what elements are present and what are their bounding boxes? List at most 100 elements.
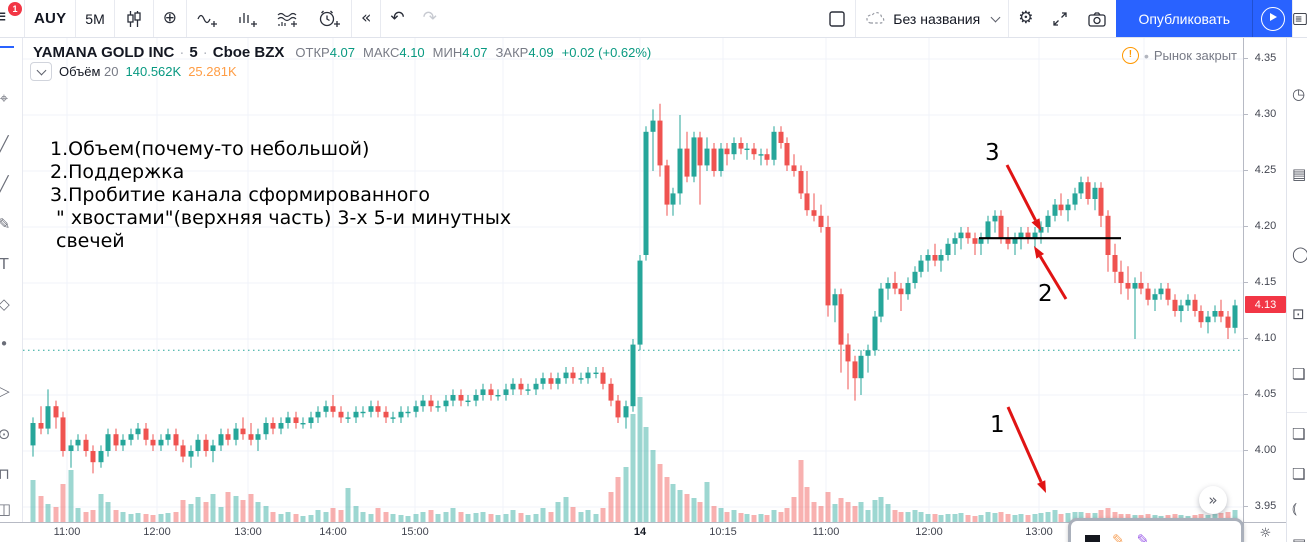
time-axis[interactable]: 11:00 12:00 13:00 14:00 15:00 14 10:15 11:00 12:… [0,522,1243,542]
fib-tool-icon[interactable]: ╱ [0,175,9,193]
market-status-text: Рынок закрыт [1153,48,1237,63]
separator-dot: · [179,44,185,61]
bar-replay-button[interactable]: « [352,0,380,37]
publish-play-button[interactable] [1252,0,1292,37]
divider [75,0,77,37]
purple-pencil-icon[interactable]: ✎ [1136,531,1150,542]
redo-button[interactable]: ↷ [414,0,446,37]
redo-icon: ↷ [422,8,437,28]
high-value: 4.10 [399,45,425,60]
note-line: 2.Поддержка [50,161,185,183]
chat-icon[interactable]: ❏ [1292,425,1306,443]
zoom-tool-icon[interactable]: ▷ [0,382,17,400]
calendar-icon[interactable]: ▤ [1292,535,1306,542]
favorites-drawing-bar[interactable]: ✎ ✎ [1068,518,1244,542]
price-tick: 4.05 [1244,388,1287,400]
trendline-tool-icon[interactable]: ╱ [0,135,9,153]
watchlist-icon[interactable]: ▤ [1292,165,1307,183]
streams-icon[interactable]: ⦅ [1292,499,1297,517]
symbol-interval: 5 [189,44,198,61]
axis-settings-corner[interactable]: ☼ [1243,522,1287,542]
indicator-templates-button[interactable] [227,0,267,37]
watchlist-panel-button[interactable] [1293,0,1307,37]
symbol-search-button[interactable]: AUY [25,0,75,37]
close-label: ЗАКР [495,45,529,60]
undo-button[interactable]: ↶ [381,0,413,37]
brush-tool-icon[interactable]: ✎ [0,215,17,233]
price-chart[interactable] [0,37,1243,522]
open-value: 4.07 [329,45,356,60]
alert-button[interactable] [309,0,351,37]
ideas-icon[interactable]: ❏ [1292,365,1306,383]
rewind-icon: « [360,8,372,28]
lock-tool-icon[interactable]: ⊓ [0,465,17,483]
drawing-toolbar[interactable]: ⌖ ╱ ╱ ✎ T ◇ • ▷ ⊙ ⊓ ◫ [0,37,23,522]
camera-icon [1088,11,1107,27]
divider [350,0,352,37]
pattern-tool-icon[interactable]: ◇ [0,295,17,313]
notification-badge: 1 [8,2,22,16]
prediction-tool-icon[interactable]: • [0,335,9,353]
price-tick: 4.15 [1244,276,1287,288]
chart-style-button[interactable] [115,0,153,37]
price-tick: 4.20 [1244,220,1287,232]
publish-button[interactable]: Опубликовать [1116,0,1252,37]
volume-value: 140.562K [125,64,182,79]
interval-button[interactable]: 5M [76,0,113,37]
volume-indicator-legend[interactable]: Объём 20 140.562K 25.281K [30,62,237,81]
annotation-number[interactable]: 1 [990,412,1005,438]
ohlc-values: ОТКР4.07 МАКС4.10 МИН4.07 ЗАКР4.09 +0.02… [295,45,651,60]
strategy-tester-button[interactable] [267,0,309,37]
price-tick: 4.10 [1244,332,1287,344]
note-line: " хвостами"(верхняя часть) 3-х 5-и минут… [50,207,512,229]
low-label: МИН [432,45,463,60]
price-tick: 4.35 [1244,52,1287,64]
time-tick: 12:00 [915,526,943,538]
hide-tool-icon[interactable]: ◫ [0,500,17,518]
market-status[interactable]: ! • Рынок закрыт [1121,47,1237,64]
layout-button[interactable] [819,0,855,37]
low-value: 4.07 [462,45,488,60]
note-line: свечей [50,230,125,252]
last-price-label: 4.13 [1245,296,1286,314]
waves-plus-icon [277,12,297,27]
top-toolbar: ≡ 1 AUY 5M ⊕ [0,0,1307,38]
text-tool-icon[interactable]: T [0,255,9,273]
undo-icon: ↶ [390,8,405,28]
right-sidebar[interactable]: ◷ ▤ ◯ ⊡ ❏ ❏ ❏ ⦅ ▤ [1286,37,1307,542]
compare-button[interactable]: ⊕ [154,0,186,37]
color-swatch-icon[interactable] [1085,534,1100,542]
save-layout-button[interactable]: Без названия [856,0,1008,37]
snapshot-button[interactable] [1078,0,1116,37]
fullscreen-button[interactable] [1042,0,1078,37]
hotlist-icon[interactable]: ◯ [1292,245,1307,263]
annotation-number[interactable]: 3 [985,140,1000,166]
price-tick: 4.30 [1244,108,1287,120]
annotation-number[interactable]: 2 [1038,281,1053,307]
bars-plus-icon [239,12,257,27]
magnet-tool-icon[interactable]: ⊙ [0,425,17,443]
indicators-button[interactable] [187,0,227,37]
price-axis[interactable]: 4.35 4.30 4.25 4.20 4.15 4.10 4.05 4.00 3.95 4.13 [1243,37,1287,522]
divider [1287,412,1307,413]
alerts-panel-icon[interactable]: ◷ [1292,85,1306,103]
chart-settings-button[interactable]: ⚙ [1009,0,1042,37]
orange-pencil-icon[interactable]: ✎ [1112,531,1125,542]
main-menu-button[interactable]: ≡ 1 [0,0,24,37]
go-to-realtime-button[interactable]: » [1199,486,1227,514]
status-dot-icon: • [1143,47,1149,64]
hamburger-menu-icon: ≡ [0,8,7,26]
divider [152,0,154,37]
chart-legend[interactable]: YAMANA GOLD INC · 5 · Cboe BZX ОТКР4.07 … [33,44,651,61]
indicator-dropdown-button[interactable] [30,62,52,81]
private-chat-icon[interactable]: ❏ [1292,465,1306,483]
cloud-icon [866,12,885,24]
data-window-icon[interactable]: ⊡ [1292,305,1305,323]
user-annotation-text[interactable]: 1.Объем(почему-то небольшой) 2.Поддержка 3… [50,138,511,253]
crosshair-tool-icon[interactable]: ⌖ [0,89,9,107]
play-icon [1260,6,1285,31]
price-tick: 4.25 [1244,164,1287,176]
volume-ma-value: 25.281K [188,64,237,79]
warning-icon: ! [1121,47,1139,64]
